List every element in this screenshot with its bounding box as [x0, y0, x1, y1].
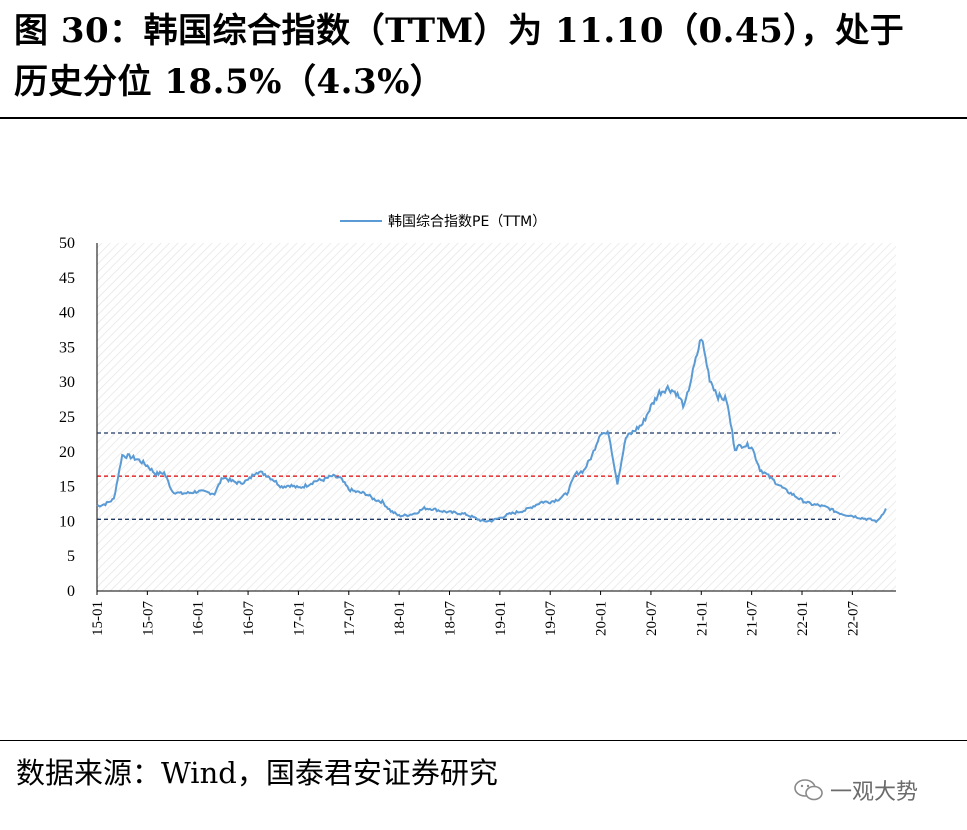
x-tick-label: 18-07	[443, 601, 459, 636]
reference-lines	[97, 432, 840, 520]
watermark: 一观大势	[794, 774, 918, 806]
x-tick-label: 18-01	[392, 601, 408, 636]
pe-line-chart: 0 5 10 15 20 25 30 35 40 45 50 15-01 15-07 16-01 16-0…	[59, 214, 896, 636]
y-tick-label: 45	[59, 270, 75, 287]
x-tick-label: 16-07	[241, 601, 257, 636]
y-tick-label: 30	[59, 374, 75, 391]
y-tick-label: 15	[59, 479, 75, 496]
x-tick-label: 20-01	[594, 601, 610, 636]
watermark-text: 一观大势	[830, 780, 919, 805]
x-tick-labels: 15-01 15-07 16-01 16-07 17-01 17-07 18-01 18-07…	[90, 591, 861, 636]
x-tick-label: 16-01	[191, 601, 207, 636]
x-tick-label: 17-01	[291, 601, 307, 636]
chart-title-block: 图 30：韩国综合指数（TTM）为 11.10（0.45），处于 历史分位 18…	[14, 6, 959, 108]
series-line	[96, 338, 887, 524]
y-tick-label: 20	[59, 444, 75, 461]
y-tick-label: 35	[59, 339, 75, 356]
wechat-icon	[794, 779, 823, 801]
top-divider	[0, 117, 967, 119]
y-tick-label: 0	[67, 583, 75, 600]
x-tick-label: 20-07	[644, 601, 660, 636]
x-tick-label: 22-07	[845, 601, 861, 636]
title-line-2: 历史分位 18.5%（4.3%）	[14, 62, 445, 102]
x-tick-label: 17-07	[342, 601, 358, 636]
x-tick-label: 21-01	[694, 601, 710, 636]
x-tick-label: 19-01	[493, 601, 509, 636]
x-tick-label: 21-07	[745, 601, 761, 636]
title-line-1: 图 30：韩国综合指数（TTM）为 11.10（0.45），处于	[14, 11, 905, 51]
bottom-divider	[0, 740, 967, 741]
x-tick-label: 22-01	[795, 601, 811, 636]
x-tick-label: 15-07	[140, 601, 156, 636]
y-tick-label: 25	[59, 409, 75, 426]
y-tick-label: 50	[59, 235, 75, 252]
y-tick-label: 5	[67, 548, 75, 565]
plot-area-background	[97, 243, 896, 591]
y-tick-labels: 0 5 10 15 20 25 30 35 40 45 50	[59, 235, 75, 600]
legend: 韩国综合指数PE（TTM）	[340, 214, 546, 230]
y-tick-label: 10	[59, 513, 75, 530]
data-source-note: 数据来源：Wind，国泰君安证券研究	[16, 756, 498, 790]
legend-label: 韩国综合指数PE（TTM）	[388, 214, 546, 230]
x-tick-label: 15-01	[90, 601, 106, 636]
x-tick-label: 19-07	[543, 601, 559, 636]
y-tick-label: 40	[59, 305, 75, 322]
